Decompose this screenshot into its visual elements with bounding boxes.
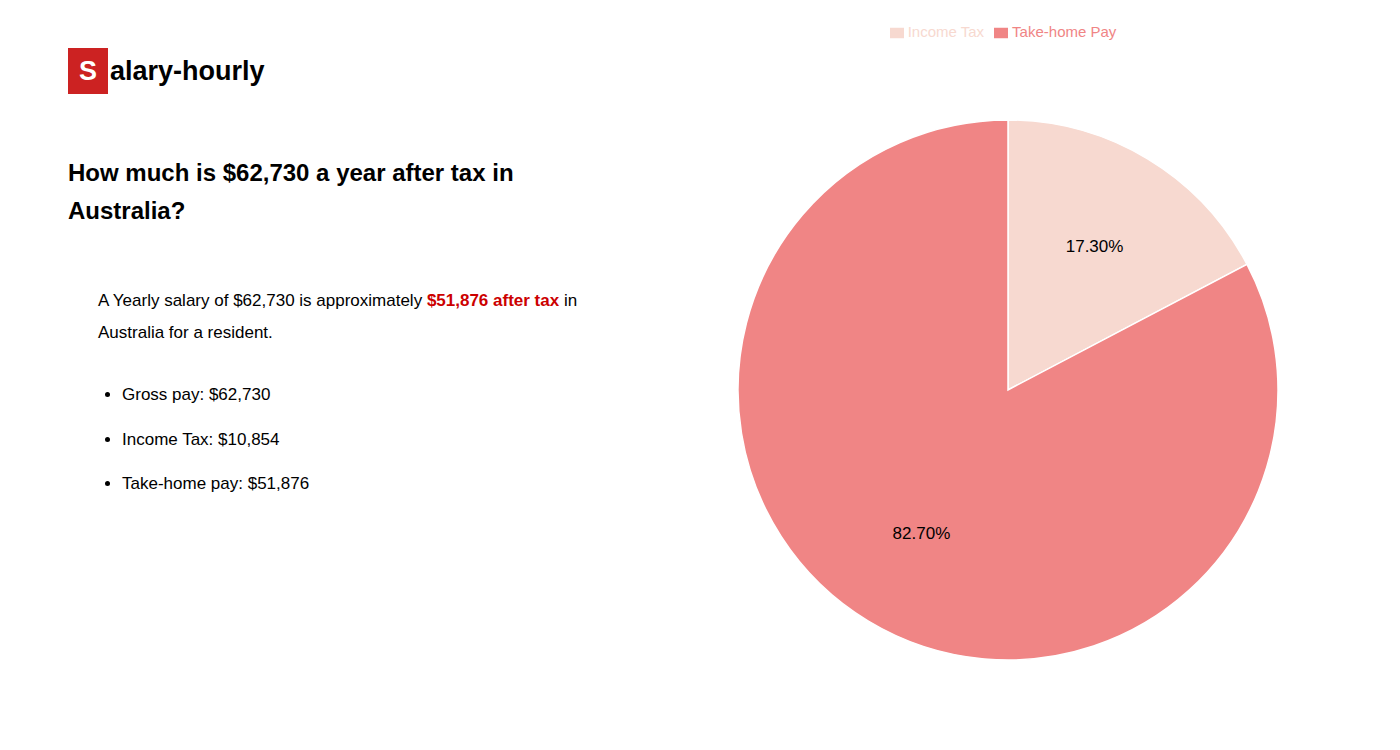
- html-text:Gross pay: $62,730: Gross pay: $62,730: [122, 385, 271, 405]
- html-text:How much is $62,730 a year aft: How much is $62,730 a year after tax in …: [68, 159, 514, 225]
- html-text:Take-home pay: $51,876: Take-home pay: $51,876: [122, 473, 310, 493]
- html-text:Income Tax: Income Tax: [907, 23, 985, 40]
- html-text:Take-home Pay: Take-home Pay: [1012, 23, 1117, 40]
- html-text:Income Tax: $10,854: Income Tax: $10,854: [122, 429, 280, 449]
- svg-text:82.70%: 82.70%: [893, 524, 951, 543]
- html-text:Australia for a resident.: Australia for a resident.: [98, 323, 273, 343]
- html-text:alary-hourly: alary-hourly: [110, 55, 265, 86]
- html-text:A Yearly salary of $62,730 is: A Yearly salary of $62,730 is approximat…: [98, 290, 578, 310]
- html-text:S: S: [79, 55, 97, 86]
- svg-text:17.30%: 17.30%: [1066, 237, 1124, 256]
